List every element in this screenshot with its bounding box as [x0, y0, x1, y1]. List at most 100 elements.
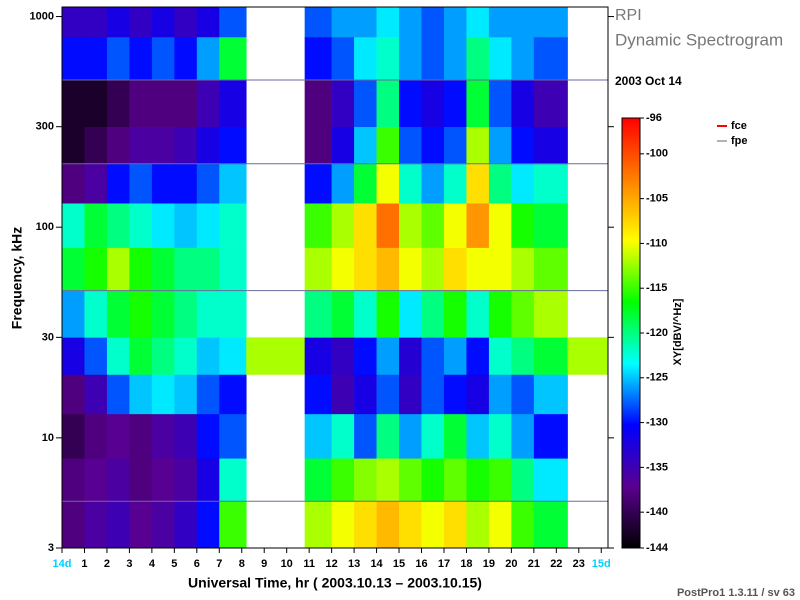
x-tick-label: 2: [104, 558, 110, 570]
spectrogram-cell: [331, 36, 355, 81]
spectrogram-cell: [511, 374, 535, 415]
colorbar-tick-label: -110: [646, 237, 667, 249]
spectrogram-cell: [443, 7, 467, 38]
spectrogram-cell: [62, 337, 85, 375]
spectrogram-cell: [376, 458, 400, 502]
spectrogram-cell: [466, 337, 490, 375]
spectrogram-cell: [399, 374, 422, 415]
spectrogram-cell: [129, 374, 153, 415]
y-axis-label: Frequency, kHz: [9, 227, 25, 329]
spectrogram-cell: [129, 7, 153, 38]
spectrogram-cell: [443, 458, 467, 502]
spectrogram-cell: [129, 203, 153, 248]
spectrogram-cell: [106, 458, 130, 502]
spectrogram-cell: [376, 203, 400, 248]
spectrogram-cell: [219, 374, 247, 415]
spectrogram-cell: [443, 36, 467, 81]
spectrogram-cell: [511, 7, 535, 38]
spectrogram-cell: [533, 247, 568, 291]
spectrogram-cell: [304, 79, 332, 127]
spectrogram-cell: [511, 290, 535, 338]
x-tick-label: 17: [438, 558, 450, 570]
spectrogram-cell: [219, 36, 247, 81]
spectrogram-cell: [421, 126, 445, 165]
spectrogram-cell: [331, 126, 355, 165]
spectrogram-cell: [219, 203, 247, 248]
spectrogram-cell: [62, 374, 85, 415]
spectrogram-cell: [533, 337, 568, 375]
colorbar: [621, 117, 641, 549]
spectrogram-cell: [106, 126, 130, 165]
spectrogram-cell: [304, 290, 332, 338]
spectrogram-cell: [376, 36, 400, 81]
x-tick-label: 12: [326, 558, 338, 570]
spectrogram-cell: [511, 203, 535, 248]
spectrogram-cell: [304, 413, 332, 459]
spectrogram-cell: [354, 203, 377, 248]
spectrogram-cell: [376, 413, 400, 459]
spectrogram-cell: [62, 36, 85, 81]
spectrogram-cell: [84, 337, 108, 375]
spectrogram-cell: [399, 7, 422, 38]
spectrogram-cell: [62, 203, 85, 248]
spectrogram-cell: [196, 458, 220, 502]
spectrogram-cell: [174, 36, 198, 81]
spectrogram-cell: [354, 337, 377, 375]
y-tick-label: 3: [48, 542, 54, 554]
x-tick-label: 10: [281, 558, 293, 570]
spectrogram-cell: [62, 501, 85, 549]
spectrogram-cell: [466, 413, 490, 459]
spectrogram-cell: [174, 413, 198, 459]
y-tick-label: 10: [42, 432, 54, 444]
spectrogram-cell: [304, 501, 332, 549]
colorbar-tick-label: -125: [646, 372, 668, 384]
spectrogram-cell: [421, 501, 445, 549]
spectrogram-cell: [443, 501, 467, 549]
spectrogram-cell: [399, 458, 422, 502]
spectrogram-cell: [533, 413, 568, 459]
spectrogram-cell: [62, 126, 85, 165]
spectrogram-cell: [399, 337, 422, 375]
spectrogram-cell: [151, 203, 175, 248]
spectrogram-cell: [196, 374, 220, 415]
spectrogram-cell: [466, 79, 490, 127]
spectrogram-cell: [84, 7, 108, 38]
spectrogram-cell: [443, 337, 467, 375]
y-tick-label: 30: [42, 331, 54, 343]
spectrogram-cell: [443, 79, 467, 127]
spectrogram-cell: [488, 247, 512, 291]
spectrogram-cell: [399, 126, 422, 165]
spectrogram-cell: [129, 163, 153, 204]
spectrogram-cell: [129, 79, 153, 127]
legend-label: fce: [731, 120, 747, 132]
colorbar-tick-label: -105: [646, 193, 668, 205]
spectrogram-cell: [129, 501, 153, 549]
x-tick-label: 23: [573, 558, 585, 570]
colorbar-tick-label: -135: [646, 461, 668, 473]
spectrogram-cell: [354, 163, 377, 204]
spectrogram-cell: [331, 203, 355, 248]
spectrogram-cell: [443, 163, 467, 204]
spectrogram-cell: [488, 7, 512, 38]
spectrogram-cell: [354, 458, 377, 502]
spectrogram-cell: [376, 247, 400, 291]
spectrogram-cell: [129, 36, 153, 81]
y-tick-label: 300: [36, 121, 54, 133]
spectrogram-cell: [421, 374, 445, 415]
x-tick-label: 22: [550, 558, 562, 570]
spectrogram-cell: [399, 36, 422, 81]
spectrogram-cell: [174, 203, 198, 248]
spectrogram-cell: [443, 126, 467, 165]
spectrogram-cell: [106, 7, 130, 38]
spectrogram-cell: [376, 501, 400, 549]
spectrogram-cell: [466, 7, 490, 38]
x-tick-label: 7: [216, 558, 222, 570]
spectrogram-cell: [174, 290, 198, 338]
x-tick-label: 14d: [53, 558, 72, 570]
spectrogram-cell: [304, 163, 332, 204]
spectrogram-cell: [84, 203, 108, 248]
spectrogram-cell: [151, 7, 175, 38]
spectrogram-cell: [196, 337, 220, 375]
spectrogram-cell: [62, 458, 85, 502]
